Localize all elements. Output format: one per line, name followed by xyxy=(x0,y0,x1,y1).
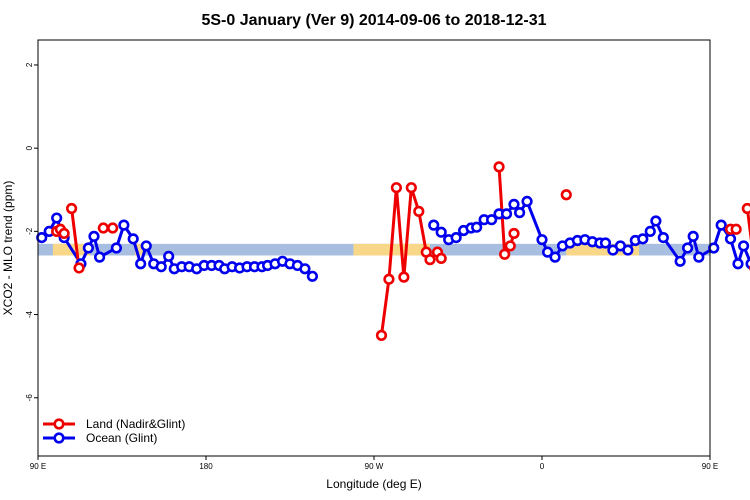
ocean-point xyxy=(745,258,750,270)
ocean-point xyxy=(486,214,498,226)
ocean-point xyxy=(536,234,548,246)
ocean-point xyxy=(657,232,669,244)
series-layer xyxy=(36,161,750,341)
ocean-point xyxy=(36,232,48,244)
x-axis: 90 E 180 90 W 0 90 E xyxy=(30,456,718,471)
y-tick-label: -4 xyxy=(25,310,34,318)
land-point xyxy=(97,222,109,234)
land-point xyxy=(383,273,395,285)
land-point xyxy=(741,202,750,215)
land-point xyxy=(390,182,403,194)
chart-title: 5S-0 January (Ver 9) 2014-09-06 to 2018-… xyxy=(201,12,546,29)
ocean-point xyxy=(521,195,533,208)
ocean-point xyxy=(693,251,705,263)
y-axis-label: XCO2 - MLO trend (ppm) xyxy=(1,181,15,316)
ocean-point xyxy=(644,225,656,237)
legend-land-label: Land (Nadir&Glint) xyxy=(86,417,185,431)
land-line xyxy=(70,208,81,269)
ocean-point xyxy=(450,232,462,244)
land-point xyxy=(435,252,447,264)
y-tick-label: -6 xyxy=(25,394,34,402)
x-tick-label: 90 W xyxy=(365,462,384,471)
band-land-segment xyxy=(566,243,640,256)
ocean-point xyxy=(724,233,737,245)
land-point xyxy=(560,189,572,201)
ocean-point xyxy=(93,251,106,263)
ocean-point xyxy=(155,261,167,273)
ocean-point xyxy=(732,258,744,270)
ocean-point xyxy=(299,263,311,275)
ocean-point xyxy=(650,215,662,227)
x-tick-label: 90 E xyxy=(702,462,718,471)
land-point xyxy=(375,329,388,341)
ocean-point xyxy=(687,230,699,242)
ocean-point xyxy=(681,242,694,254)
ocean-point xyxy=(110,242,122,254)
land-point xyxy=(730,223,742,235)
ocean-point xyxy=(549,251,561,263)
land-point xyxy=(413,205,425,217)
y-tick-label: 2 xyxy=(25,62,34,67)
ocean-point xyxy=(127,233,139,245)
land-point xyxy=(424,254,436,266)
ocean-point xyxy=(163,250,175,262)
y-tick-label: -2 xyxy=(25,227,34,235)
land-point xyxy=(107,222,119,234)
land-point xyxy=(65,202,78,215)
land-point xyxy=(58,227,70,240)
land-point xyxy=(508,227,520,240)
land-point xyxy=(398,271,410,283)
ocean-point xyxy=(118,219,130,231)
land-point xyxy=(405,182,417,194)
land-line xyxy=(745,208,750,242)
ocean-point xyxy=(88,230,100,242)
ocean-point xyxy=(622,244,634,256)
ocean-point xyxy=(508,198,520,210)
ocean-point xyxy=(471,221,483,233)
x-tick-label: 180 xyxy=(199,462,213,471)
ocean-point xyxy=(513,207,526,219)
land-point xyxy=(73,262,85,274)
land-point xyxy=(493,161,505,173)
ocean-point xyxy=(435,226,447,238)
legend-land-marker xyxy=(53,418,65,430)
ocean-point xyxy=(599,237,612,249)
land-point xyxy=(499,248,511,260)
x-tick-label: 0 xyxy=(540,462,545,471)
legend-ocean-label: Ocean (Glint) xyxy=(86,431,157,445)
legend-ocean-marker xyxy=(53,432,65,444)
land-point xyxy=(504,240,516,252)
y-axis: 2 0 -2 -4 -6 xyxy=(25,62,38,401)
ocean-point xyxy=(737,240,750,252)
x-tick-label: 90 E xyxy=(30,462,46,471)
ocean-point xyxy=(637,233,649,245)
ocean-point xyxy=(541,246,554,258)
x-axis-label: Longitude (deg E) xyxy=(326,477,421,491)
ocean-point xyxy=(715,219,727,231)
y-tick-label: 0 xyxy=(25,145,34,150)
ocean-point xyxy=(306,270,319,282)
band-land-segment xyxy=(135,243,143,256)
ocean-point xyxy=(674,255,686,267)
ocean-point xyxy=(708,242,720,254)
ocean-point xyxy=(500,208,513,220)
ocean-point xyxy=(51,212,63,224)
ocean-point xyxy=(140,240,152,252)
ocean-point xyxy=(428,219,440,231)
ocean-point xyxy=(82,242,94,254)
ocean-point xyxy=(135,258,147,270)
legend: Land (Nadir&Glint) Ocean (Glint) xyxy=(43,417,185,445)
